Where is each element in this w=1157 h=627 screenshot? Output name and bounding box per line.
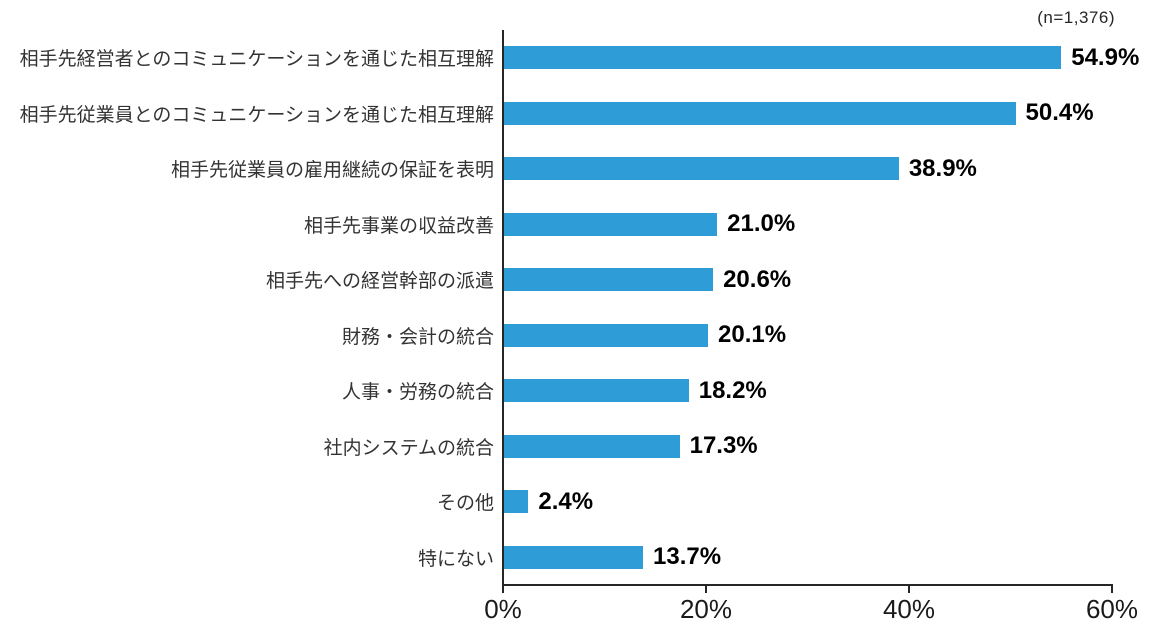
category-label: 相手先への経営幹部の派遣	[265, 271, 494, 293]
bar	[504, 379, 689, 403]
bar-value-label: 38.9%	[908, 154, 977, 182]
chart-row: 相手先従業員とのコミュニケーションを通じた相互理解 50.4%	[0, 86, 1157, 142]
category-label: 相手先従業員とのコミュニケーションを通じた相互理解	[19, 104, 494, 126]
chart-row: 財務・会計の統合 20.1%	[0, 308, 1157, 364]
x-axis-tick-label: 40%	[882, 594, 936, 624]
x-axis-tick-label: 60%	[1085, 594, 1139, 624]
x-axis-tick-label: 20%	[679, 594, 733, 624]
bar-value-label: 2.4%	[538, 487, 594, 515]
category-label: 相手先事業の収益改善	[303, 215, 494, 237]
chart-row: 相手先従業員の雇用継続の保証を表明 38.9%	[0, 141, 1157, 197]
bar	[504, 46, 1062, 70]
x-axis-line	[502, 584, 1113, 586]
chart-row: 相手先事業の収益改善 21.0%	[0, 197, 1157, 253]
chart-row: 相手先への経営幹部の派遣 20.6%	[0, 252, 1157, 308]
x-axis-tick	[1111, 586, 1113, 593]
bar	[504, 157, 899, 181]
category-label: 財務・会計の統合	[341, 326, 494, 348]
bar	[504, 490, 529, 514]
category-label: 相手先経営者とのコミュニケーションを通じた相互理解	[19, 49, 494, 71]
category-label: 人事・労務の統合	[341, 382, 494, 404]
category-label: その他	[436, 493, 494, 515]
bar	[504, 545, 644, 569]
category-label: 相手先従業員の雇用継続の保証を表明	[170, 160, 494, 182]
bar	[504, 323, 708, 347]
category-label: 社内システムの統合	[323, 437, 494, 459]
sample-size-label: (n=1,376)	[1037, 8, 1115, 27]
bar	[504, 101, 1016, 125]
x-axis-tick	[908, 586, 910, 593]
y-axis-line	[502, 30, 504, 592]
x-axis-tick	[502, 586, 504, 593]
bar-value-label: 20.6%	[723, 265, 792, 293]
chart-row: 特にない 13.7%	[0, 530, 1157, 586]
category-label: 特にない	[417, 548, 494, 570]
chart-row: 社内システムの統合 17.3%	[0, 419, 1157, 475]
x-axis-tick-label: 0%	[484, 594, 522, 624]
bar-value-label: 20.1%	[718, 321, 787, 349]
bar-value-label: 13.7%	[653, 543, 722, 571]
bar-value-label: 18.2%	[698, 376, 767, 404]
bar	[504, 434, 680, 458]
bar-value-label: 54.9%	[1071, 43, 1140, 71]
chart-row: 相手先経営者とのコミュニケーションを通じた相互理解 54.9%	[0, 30, 1157, 86]
bar-value-label: 21.0%	[727, 210, 796, 238]
bar	[504, 212, 718, 236]
chart-row: 人事・労務の統合 18.2%	[0, 363, 1157, 419]
bar	[504, 268, 714, 292]
chart-row: その他 2.4%	[0, 474, 1157, 530]
bar-value-label: 50.4%	[1025, 99, 1094, 127]
x-axis-tick	[705, 586, 707, 593]
bar-value-label: 17.3%	[689, 432, 758, 460]
